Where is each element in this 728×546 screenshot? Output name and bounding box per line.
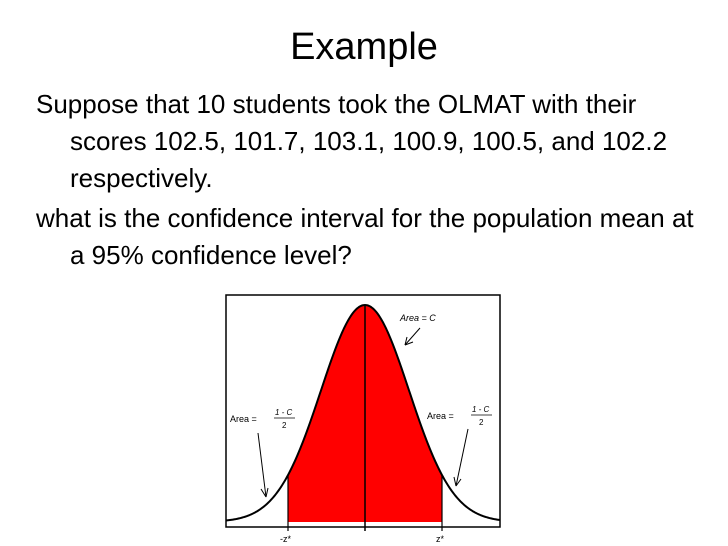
normal-distribution-figure: Area = C Area = 1 - C 2 Area = 1 - C 2 -… [225,294,501,544]
center-arrowhead [404,336,414,346]
left-tail-arrow [257,432,267,498]
right-tail-arrow [455,428,469,487]
slide-title: Example [290,26,438,68]
center-area-label: Area = C [399,313,436,323]
left-fraction-numerator: 1 - C [275,408,293,417]
right-tail-arrowhead [453,476,462,487]
bullet-list: Suppose that 10 students took the OLMAT … [36,86,696,277]
left-area-prefix: Area = [230,414,257,424]
bullet-question-setup: Suppose that 10 students took the OLMAT … [36,89,668,193]
right-area-prefix: Area = [427,411,454,421]
upper-critical-label: z* [436,534,445,544]
left-fraction-denominator: 2 [282,421,287,430]
right-fraction-numerator: 1 - C [472,405,490,414]
bullet-question-ask: what is the confidence interval for the … [36,203,694,270]
lower-critical-label: -z* [280,534,291,544]
left-tail-arrowhead [260,487,269,498]
right-fraction-denominator: 2 [479,418,484,427]
normal-curve [225,303,501,522]
center-arrow [404,327,421,346]
